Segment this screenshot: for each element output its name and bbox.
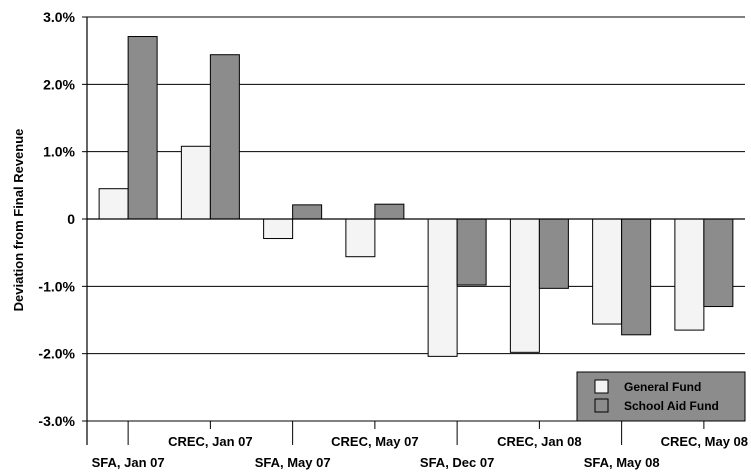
legend-swatch-1	[594, 398, 609, 413]
bar-general-fund-3	[345, 218, 376, 258]
x-tick-label-0: SFA, Jan 07	[92, 455, 165, 470]
bar-school-aid-fund-3	[374, 203, 405, 220]
bar-general-fund-0	[98, 188, 129, 220]
bar-general-fund-6	[592, 218, 623, 325]
x-tick-label-3: CREC, May 07	[331, 434, 418, 449]
bar-school-aid-fund-6	[621, 218, 652, 336]
x-tick-label-4: SFA, Dec 07	[420, 455, 494, 470]
y-tick-label-1: 2.0%	[43, 76, 75, 92]
y-tick-label-6: -3.0%	[38, 413, 75, 429]
bar-school-aid-fund-5	[538, 218, 569, 289]
x-tick-label-5: CREC, Jan 08	[497, 434, 582, 449]
bar-school-aid-fund-1	[209, 54, 240, 220]
legend-label-0: General Fund	[624, 380, 701, 394]
bar-general-fund-7	[674, 218, 705, 331]
bar-general-fund-4	[427, 218, 458, 357]
bar-school-aid-fund-2	[292, 204, 323, 220]
bar-general-fund-2	[263, 218, 294, 240]
x-tick-label-1: CREC, Jan 07	[168, 434, 253, 449]
bar-school-aid-fund-4	[456, 218, 487, 286]
x-tick-label-7: CREC, May 08	[661, 434, 748, 449]
y-tick-label-3: 0	[67, 211, 75, 227]
y-tick-label-4: -1.0%	[38, 278, 75, 294]
bar-school-aid-fund-7	[703, 218, 734, 308]
y-tick-labels: 3.0% 2.0% 1.0% 0 -1.0% -2.0% -3.0%	[38, 9, 75, 429]
x-tick-label-6: SFA, May 08	[584, 455, 660, 470]
axes	[86, 17, 745, 445]
y-tick-label-2: 1.0%	[43, 144, 75, 160]
legend: General Fund School Aid Fund	[576, 371, 746, 422]
legend-label-1: School Aid Fund	[624, 399, 719, 413]
bar-general-fund-5	[509, 218, 540, 353]
bar-general-fund-1	[180, 145, 211, 220]
y-tick-label-5: -2.0%	[38, 346, 75, 362]
legend-swatch-0	[594, 379, 609, 394]
y-tick-label-0: 3.0%	[43, 9, 75, 25]
bar-school-aid-fund-0	[127, 36, 158, 220]
x-tick-label-2: SFA, May 07	[255, 455, 331, 470]
y-axis-label: Deviation from Final Revenue	[11, 129, 26, 312]
